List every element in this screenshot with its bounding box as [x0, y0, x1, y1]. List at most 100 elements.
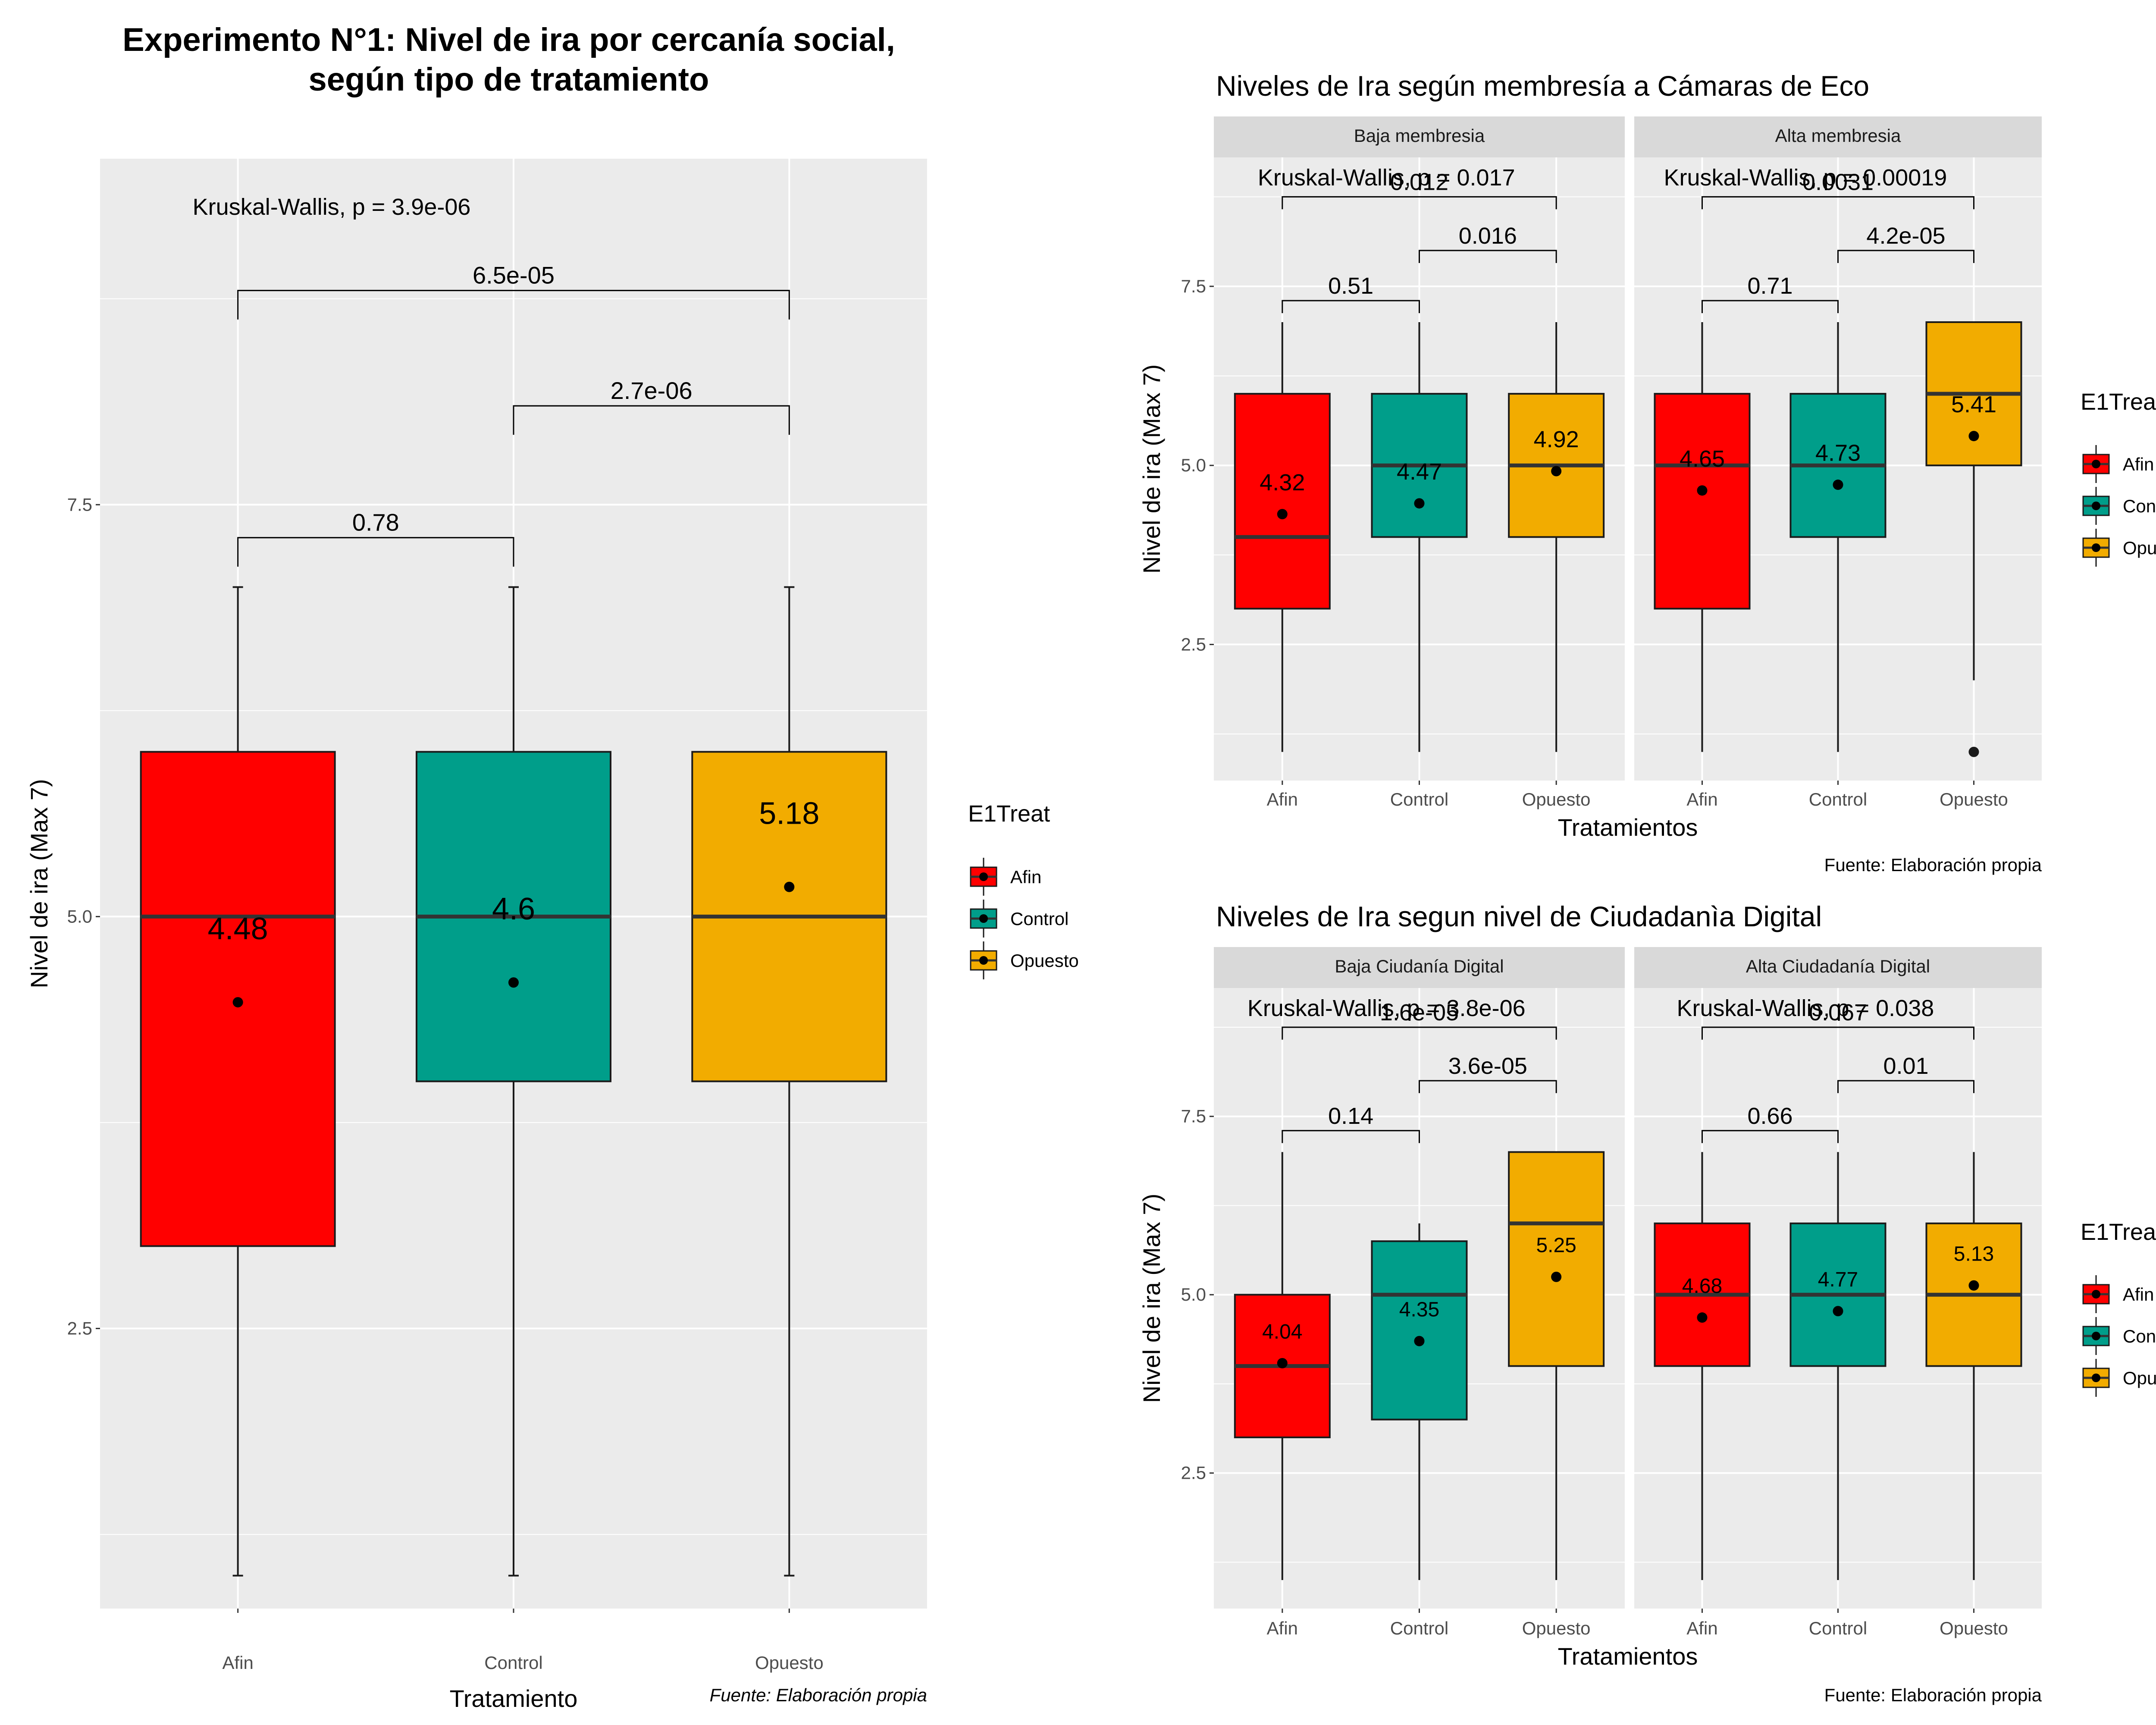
ciudadania-p0-mean-dot-Afin: [1277, 1358, 1288, 1369]
main-p0-comparison-bracket-1: [513, 405, 790, 435]
ciudadania-p1-comparison-pvalue-1: 0.01: [1883, 1053, 1928, 1079]
main-legend-key-dot-Afin: [979, 872, 988, 881]
main-p0-comparison-pvalue-1: 2.7e-06: [611, 377, 693, 404]
membership-p1-mean-dot-Control: [1833, 480, 1843, 490]
ciudadania-p1-comparison-pvalue-0: 0.66: [1747, 1103, 1792, 1129]
main-p0-xtick-label-Afin: Afin: [222, 1653, 253, 1673]
ciudadania-p0-comparison-pvalue-1: 3.6e-05: [1448, 1053, 1527, 1079]
main-chart-subtitle: según tipo de tratamiento: [309, 61, 709, 98]
ciudadania-p0-ytick-label: 7.5: [1181, 1106, 1206, 1126]
main-p0-kruskal-label: Kruskal-Wallis, p = 3.9e-06: [193, 194, 471, 220]
ciudadania-p0-kruskal-label: Kruskal-Wallis, p = 3.8e-06: [1247, 995, 1526, 1021]
membership-p0-kruskal-label: Kruskal-Wallis, p = 0.017: [1258, 165, 1515, 191]
membership-legend-label-Afin: Afin: [2123, 454, 2154, 474]
membership-p0-facet-strip: [1214, 116, 1625, 157]
ciudadania-legend-key-dot-Control: [2092, 1332, 2100, 1340]
ciudadania-p0-mean-dot-Opuesto: [1551, 1271, 1562, 1282]
membership-p0-mean-dot-Control: [1414, 498, 1425, 509]
ciudadania-p1-kruskal-label: Kruskal-Wallis, p = 0.038: [1677, 995, 1934, 1021]
membership-p1-kruskal-label: Kruskal-Wallis, p = 0.00019: [1664, 165, 1947, 191]
membership-p1-facet-label: Alta membresia: [1775, 125, 1901, 146]
ciudadania-legend-label-Control: Control: [2123, 1326, 2156, 1346]
ciudadania-p0-xtick-label-Control: Control: [1390, 1618, 1448, 1638]
ciudadania-x-axis-title: Tratamientos: [1558, 1643, 1698, 1670]
main-p0-comparison-pvalue-0: 0.78: [352, 509, 399, 536]
membership-p0-comparison-bracket-2: [1282, 196, 1557, 210]
main-p0-mean-label-Afin: 4.48: [208, 912, 268, 946]
membership-legend-title: E1Treat: [2081, 389, 2156, 415]
main-chart-title: Experimento N°1: Nivel de ira por cercan…: [122, 22, 895, 58]
ciudadania-caption: Fuente: Elaboración propia: [1824, 1685, 2042, 1705]
membership-p1-comparison-bracket-0: [1702, 300, 1839, 314]
membership-p0-comparison-pvalue-1: 0.016: [1459, 223, 1517, 249]
membership-p0-mean-label-Control: 4.47: [1397, 459, 1442, 485]
main-legend-label-Opuesto: Opuesto: [1010, 950, 1079, 971]
ciudadania-p1-xtick-label-Control: Control: [1809, 1618, 1867, 1638]
ciudadania-p1-mean-label-Opuesto: 5.13: [1954, 1243, 1994, 1266]
main-p0-mean-dot-Control: [508, 977, 519, 988]
ciudadania-p0-box-Control: [1371, 1240, 1468, 1421]
ciudadania-p1-xtick-label-Opuesto: Opuesto: [1940, 1618, 2008, 1638]
main-p0-ytick-label: 2.5: [67, 1318, 92, 1339]
membership-p1-facet-strip: [1634, 116, 2042, 157]
main-legend-key-dot-Control: [979, 914, 988, 923]
ciudadania-p1-mean-label-Afin: 4.68: [1682, 1275, 1722, 1298]
main-legend-label-Afin: Afin: [1010, 867, 1041, 887]
membership-p0-ytick-label: 2.5: [1181, 634, 1206, 654]
main-y-axis-title: Nivel de ira (Max 7): [25, 779, 53, 988]
membership-p1-comparison-pvalue-1: 4.2e-05: [1866, 223, 1945, 249]
ciudadania-p0-facet-strip: [1214, 947, 1625, 988]
ciudadania-p1-facet-strip: [1634, 947, 2042, 988]
membership-p1-comparison-bracket-1: [1837, 250, 1974, 263]
main-p0-comparison-pvalue-2: 6.5e-05: [473, 262, 555, 289]
membership-chart-title: Niveles de Ira según membresía a Cámaras…: [1216, 70, 1869, 102]
ciudadania-p0-facet-label: Baja Ciudanía Digital: [1335, 956, 1504, 976]
membership-p1-comparison-pvalue-0: 0.71: [1747, 273, 1792, 299]
main-p0-mean-dot-Afin: [232, 997, 243, 1008]
membership-p0-ytick-label: 7.5: [1181, 276, 1206, 296]
membership-p0-xtick-label-Opuesto: Opuesto: [1522, 789, 1591, 809]
ciudadania-y-axis-title: Nivel de ira (Max 7): [1138, 1194, 1165, 1403]
main-x-axis-title: Tratamiento: [450, 1685, 578, 1712]
membership-x-axis-title: Tratamientos: [1558, 814, 1698, 841]
membership-p1-comparison-pvalue-2: 0.0031: [1802, 169, 1874, 195]
ciudadania-p0-comparison-pvalue-0: 0.14: [1328, 1103, 1373, 1129]
ciudadania-p0-comparison-bracket-2: [1282, 1026, 1557, 1040]
ciudadania-p1-comparison-bracket-1: [1837, 1080, 1974, 1093]
ciudadania-p0-xtick-label-Opuesto: Opuesto: [1522, 1618, 1591, 1638]
ciudadania-p0-mean-label-Afin: 4.04: [1262, 1320, 1302, 1343]
ciudadania-p0-comparison-pvalue-2: 1.6e-05: [1380, 1000, 1459, 1026]
ciudadania-p1-mean-dot-Opuesto: [1968, 1280, 1979, 1291]
main-p0-mean-label-Opuesto: 5.18: [759, 797, 819, 831]
membership-p1-box-Afin: [1654, 393, 1751, 610]
membership-p0-comparison-bracket-0: [1282, 300, 1420, 314]
membership-p0-comparison-pvalue-0: 0.51: [1328, 273, 1373, 299]
membership-caption: Fuente: Elaboración propia: [1824, 855, 2042, 875]
membership-p1-mean-dot-Afin: [1697, 485, 1708, 496]
ciudadania-p0-mean-label-Opuesto: 5.25: [1536, 1234, 1576, 1257]
membership-p0-comparison-pvalue-2: 0.012: [1390, 169, 1448, 195]
ciudadania-legend-key-dot-Afin: [2092, 1290, 2100, 1298]
ciudadania-p0-box-Opuesto: [1508, 1151, 1605, 1367]
membership-legend-label-Opuesto: Opuesto: [2123, 538, 2156, 558]
ciudadania-p0-ytick-label: 5.0: [1181, 1284, 1206, 1305]
membership-p0-facet-label: Baja membresia: [1354, 125, 1485, 146]
ciudadania-p1-mean-label-Control: 4.77: [1818, 1268, 1858, 1291]
membership-p0-box-Afin: [1234, 393, 1331, 610]
ciudadania-p0-mean-label-Control: 4.35: [1399, 1298, 1439, 1321]
ciudadania-legend-title: E1Treat: [2081, 1219, 2156, 1245]
ciudadania-p0-xtick-label-Afin: Afin: [1267, 1618, 1298, 1638]
ciudadania-p0-comparison-bracket-0: [1282, 1130, 1420, 1143]
ciudadania-chart-title: Niveles de Ira segun nivel de Ciudadanìa…: [1216, 900, 1822, 932]
membership-p1-mean-label-Control: 4.73: [1815, 440, 1861, 466]
ciudadania-p1-mean-dot-Control: [1833, 1306, 1843, 1317]
ciudadania-p1-comparison-bracket-2: [1702, 1026, 1974, 1040]
membership-p1-mean-dot-Opuesto: [1968, 431, 1979, 442]
membership-p1-outlier-Opuesto: [1968, 746, 1979, 757]
membership-p0-comparison-bracket-1: [1419, 250, 1557, 263]
membership-y-axis-title: Nivel de ira (Max 7): [1138, 364, 1165, 574]
ciudadania-p1-comparison-pvalue-2: 0.067: [1809, 1000, 1867, 1026]
main-p0-xtick-label-Control: Control: [484, 1653, 542, 1673]
membership-legend-key-dot-Opuesto: [2092, 543, 2100, 552]
